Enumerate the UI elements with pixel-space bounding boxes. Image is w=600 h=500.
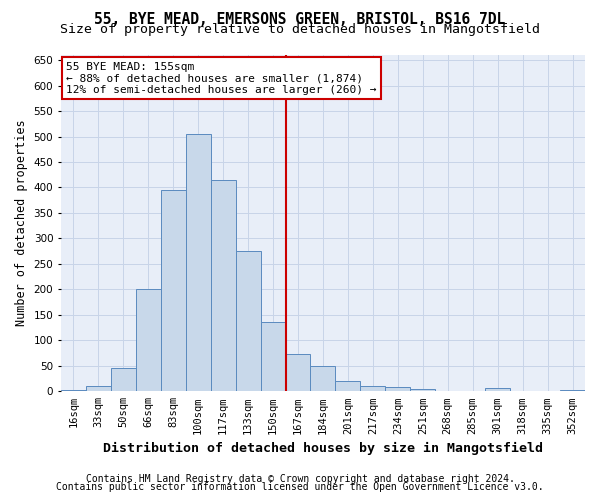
Bar: [335, 381, 361, 391]
Bar: [61, 390, 86, 391]
Bar: [211, 180, 236, 391]
Bar: [361, 386, 385, 391]
Bar: [260, 322, 286, 391]
Bar: [385, 387, 410, 391]
Bar: [236, 251, 260, 391]
Bar: [161, 190, 186, 391]
Text: 55 BYE MEAD: 155sqm
← 88% of detached houses are smaller (1,874)
12% of semi-det: 55 BYE MEAD: 155sqm ← 88% of detached ho…: [66, 62, 377, 95]
Bar: [136, 290, 161, 391]
Bar: [111, 368, 136, 391]
Text: Contains HM Land Registry data © Crown copyright and database right 2024.: Contains HM Land Registry data © Crown c…: [86, 474, 514, 484]
Text: Contains public sector information licensed under the Open Government Licence v3: Contains public sector information licen…: [56, 482, 544, 492]
Text: 55, BYE MEAD, EMERSONS GREEN, BRISTOL, BS16 7DL: 55, BYE MEAD, EMERSONS GREEN, BRISTOL, B…: [94, 12, 506, 28]
Bar: [186, 134, 211, 391]
Bar: [86, 386, 111, 391]
Bar: [286, 354, 310, 391]
Bar: [310, 366, 335, 391]
Bar: [410, 388, 435, 391]
Text: Size of property relative to detached houses in Mangotsfield: Size of property relative to detached ho…: [60, 24, 540, 36]
Bar: [485, 388, 510, 391]
Y-axis label: Number of detached properties: Number of detached properties: [15, 120, 28, 326]
X-axis label: Distribution of detached houses by size in Mangotsfield: Distribution of detached houses by size …: [103, 442, 543, 455]
Bar: [560, 390, 585, 391]
